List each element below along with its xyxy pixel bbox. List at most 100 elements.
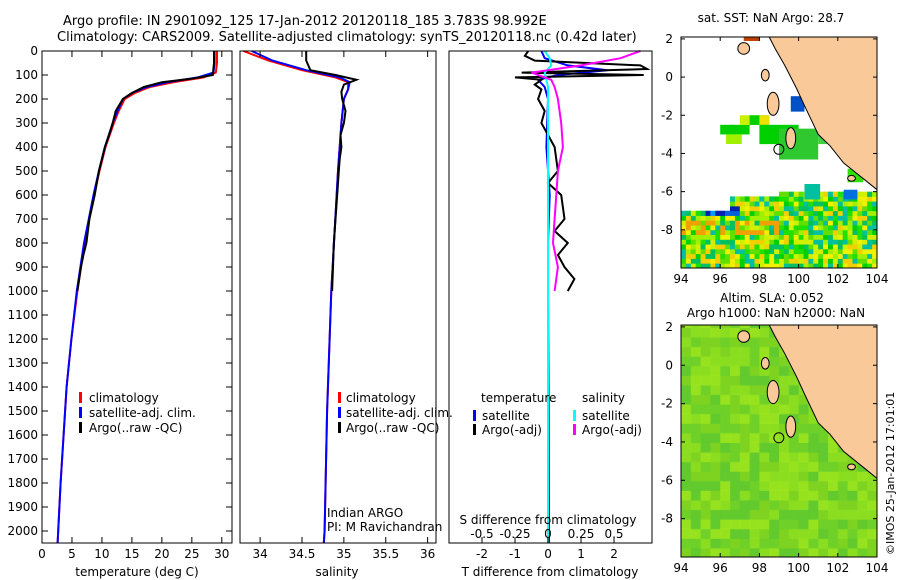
sla-cell	[720, 461, 731, 472]
x-tick-label: 36	[420, 547, 435, 561]
sst-cell	[764, 210, 770, 216]
sla-cell	[867, 547, 877, 557]
sla-cell	[720, 346, 731, 357]
sst-cell	[685, 234, 692, 240]
sst-cell	[842, 239, 848, 245]
sla-cell	[720, 403, 731, 415]
x2-tick-label: -0.25	[499, 527, 530, 541]
sla-cell	[779, 394, 790, 405]
sst-cell	[744, 220, 750, 226]
sla-cell	[818, 537, 829, 549]
sst-cell	[715, 220, 721, 226]
sla-cell	[837, 489, 849, 501]
sst-cell	[823, 239, 829, 245]
sst-cell	[828, 239, 834, 245]
sla-cell	[700, 394, 712, 405]
sst-cell	[872, 239, 877, 245]
sla-cell	[681, 518, 692, 530]
sla-cell	[808, 451, 820, 463]
sla-cell	[739, 461, 751, 472]
sst-cell	[788, 234, 794, 240]
sla-cell	[828, 461, 839, 472]
sst-cell	[685, 258, 692, 264]
sla-cell	[788, 470, 800, 482]
sla-cell	[710, 470, 722, 482]
sst-cell	[690, 253, 696, 259]
sst-cell	[779, 215, 785, 221]
sla-cell	[749, 547, 761, 557]
x-axis-label: salinity	[315, 565, 358, 579]
sst-cell	[788, 196, 794, 202]
sst-cell	[744, 239, 750, 245]
sst-cell	[695, 244, 701, 250]
sst-cell	[852, 205, 858, 212]
sla-cell	[759, 528, 771, 539]
sla-cell	[681, 394, 692, 405]
sst-cell	[744, 196, 750, 202]
y-tick-label: 900	[15, 260, 38, 274]
sst-cell	[852, 229, 858, 236]
sst-cell	[823, 234, 829, 240]
sst-cell	[823, 201, 829, 207]
legend-label: Argo(..raw -QC)	[346, 421, 439, 435]
sst-cell	[867, 220, 873, 226]
sst-cell	[808, 229, 814, 236]
sla-cell	[857, 528, 869, 539]
sst-cell	[730, 229, 736, 236]
sla-cell	[710, 336, 722, 348]
land-sumatra	[759, 325, 877, 480]
sla-cell	[808, 499, 820, 511]
sla-cell	[798, 422, 810, 434]
sst-cell	[715, 229, 721, 236]
sla-cell	[690, 480, 702, 491]
sst-cell	[769, 253, 775, 259]
island	[760, 68, 770, 82]
sst-cell	[749, 239, 755, 245]
y-tick-label: 1800	[7, 476, 38, 490]
sst-cell	[847, 225, 853, 231]
sst-cell	[705, 215, 711, 221]
map-content	[681, 325, 877, 557]
sla-cell	[808, 441, 820, 453]
series-line-satellite-adj-clim-	[56, 51, 216, 544]
sst-cell	[730, 234, 736, 240]
sla-cell	[818, 528, 829, 539]
sst-cell	[764, 239, 770, 245]
sla-cell	[720, 509, 731, 520]
sla-cell	[730, 537, 741, 549]
sst-cell	[862, 253, 868, 259]
sst-cell	[710, 225, 716, 231]
sla-cell	[818, 480, 829, 491]
sla-cell	[828, 451, 839, 463]
sla-cell	[681, 374, 692, 386]
sla-cell	[710, 422, 722, 434]
sla-cell	[857, 499, 869, 511]
sla-cell	[759, 470, 771, 482]
sst-cell	[769, 229, 775, 236]
sla-cell	[700, 384, 712, 396]
sst-cell	[700, 248, 706, 255]
sst-cell	[857, 253, 863, 259]
sla-cell	[690, 325, 702, 328]
sst-cell	[774, 239, 780, 245]
sst-cell	[857, 248, 863, 255]
sst-cell	[715, 210, 721, 216]
sla-map-title-line2: Argo h1000: NaN h2000: NaN	[687, 306, 865, 320]
sst-cell	[803, 263, 809, 268]
legend-swatch	[338, 422, 341, 433]
lat-tick-label: 0	[665, 70, 673, 84]
sla-cell	[837, 451, 849, 463]
sst-cell	[690, 234, 696, 240]
sst-cell	[710, 244, 716, 250]
sla-cell	[818, 461, 829, 472]
sst-cell	[852, 201, 858, 207]
sst-cell	[783, 229, 790, 236]
sla-cell	[739, 403, 751, 415]
sla-cell	[808, 518, 820, 530]
sst-cell	[872, 234, 877, 240]
sst-cell	[744, 205, 750, 212]
sla-cell	[749, 413, 761, 424]
sst-cell	[754, 215, 760, 221]
sla-cell	[730, 365, 741, 376]
sst-cell	[872, 210, 877, 216]
